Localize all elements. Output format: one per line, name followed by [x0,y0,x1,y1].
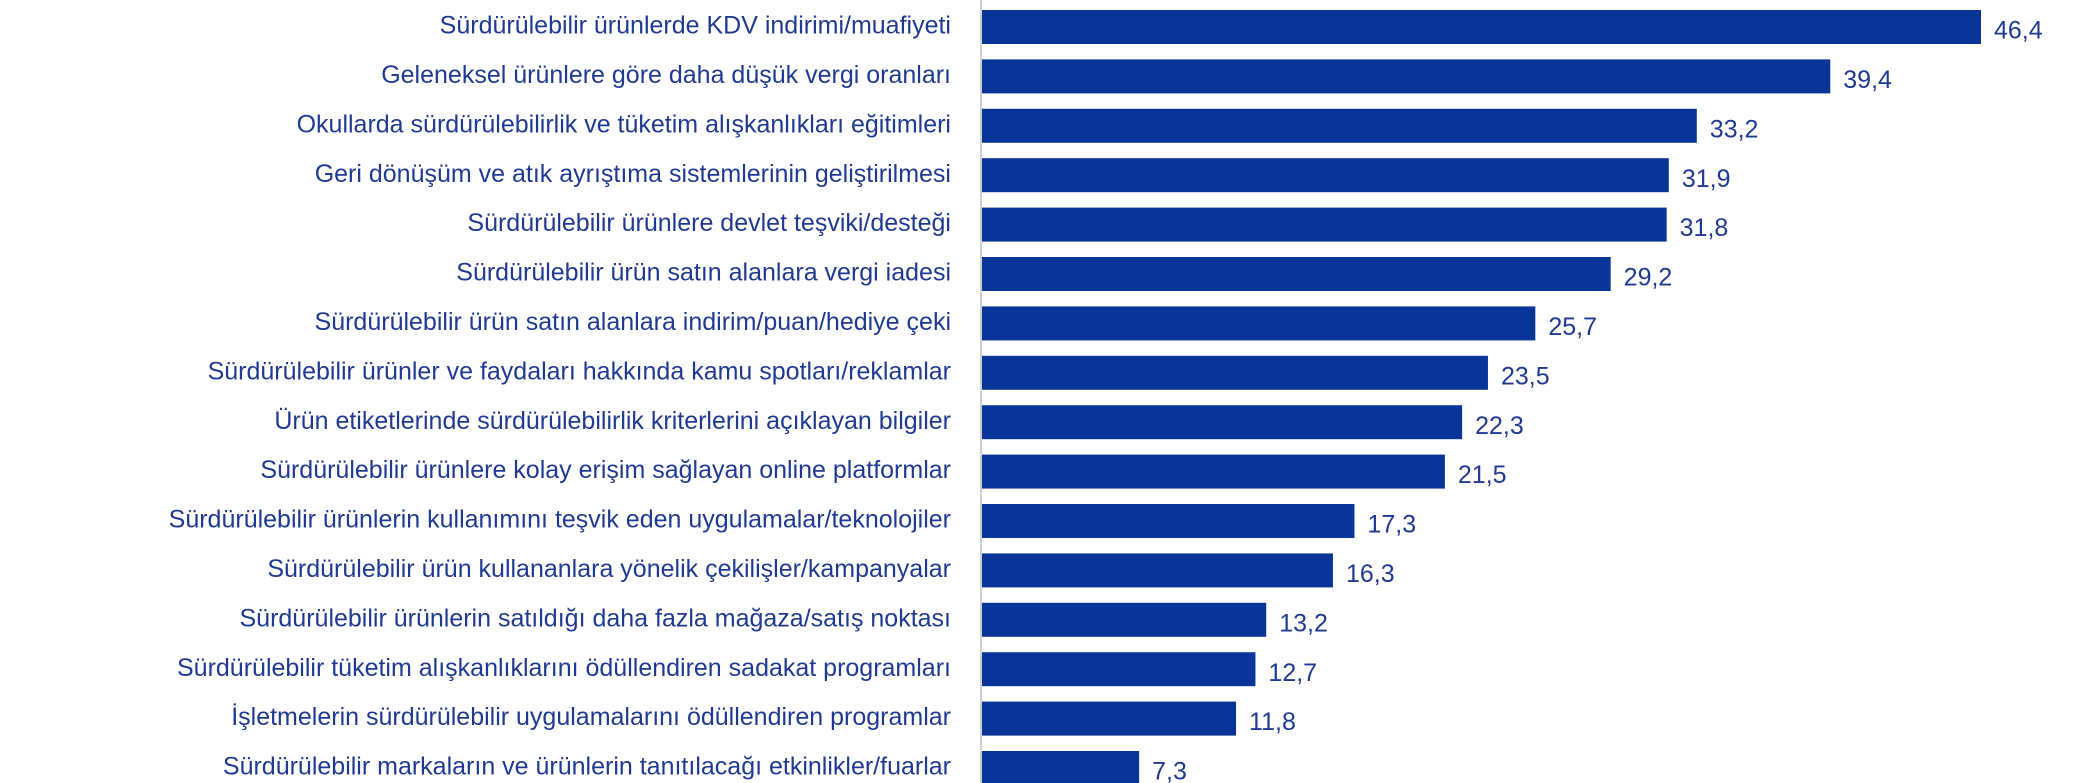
category-label: Ürün etiketlerinde sürdürülebilirlik kri… [274,407,951,435]
value-label: 11,8 [1249,708,1296,736]
value-label: 22,3 [1475,412,1524,440]
bar [982,257,1611,291]
category-label: Sürdürülebilir ürünlerin satıldığı daha … [240,604,952,632]
category-label: Sürdürülebilir ürünlere devlet teşviki/d… [467,209,951,237]
bar [982,158,1669,193]
bar [982,553,1333,588]
value-label: 7,3 [1152,758,1187,783]
category-label: Sürdürülebilir ürün kullananlara yönelik… [267,555,951,583]
value-label: 25,7 [1548,313,1597,341]
category-label: Okullarda sürdürülebilirlik ve tüketim a… [297,110,951,138]
value-label: 12,7 [1268,659,1317,687]
bar [982,10,1981,44]
value-label: 31,9 [1682,165,1731,193]
category-label: Geleneksel ürünlere göre daha düşük verg… [381,61,951,89]
category-label: Sürdürülebilir ürün satın alanlara indir… [315,308,951,336]
category-label: İşletmelerin sürdürülebilir uygulamaları… [231,702,951,731]
category-label: Geri dönüşüm ve atık ayrıştıma sistemler… [315,160,951,188]
bar [982,504,1355,538]
bar [982,454,1445,489]
bar [982,602,1267,637]
value-label: 46,4 [1994,17,2043,45]
category-label: Sürdürülebilir markaların ve ürünlerin t… [223,753,951,781]
value-label: 23,5 [1501,362,1550,390]
value-label: 39,4 [1843,66,1892,94]
bar [982,306,1536,341]
bar [982,355,1488,390]
bar [982,751,1140,783]
value-label: 31,8 [1680,214,1729,242]
value-label: 16,3 [1346,560,1395,588]
value-label: 17,3 [1367,511,1416,539]
value-label: 13,2 [1279,609,1328,637]
bar [982,405,1463,440]
bar [982,59,1831,94]
category-label: Sürdürülebilir ürünlerin kullanımını teş… [169,506,951,534]
category-label: Sürdürülebilir ürünler ve faydaları hakk… [208,357,951,385]
category-label: Sürdürülebilir tüketim alışkanlıklarını … [177,654,951,682]
bar [982,207,1667,242]
category-label: Sürdürülebilir ürün satın alanlara vergi… [456,259,951,287]
value-label: 33,2 [1710,115,1759,143]
value-label: 29,2 [1624,264,1673,292]
value-label: 21,5 [1458,461,1507,489]
bar [982,652,1256,687]
category-label: Sürdürülebilir ürünlerde KDV indirimi/mu… [440,12,951,40]
bar [982,108,1697,143]
bar [982,701,1237,736]
category-label: Sürdürülebilir ürünlere kolay erişim sağ… [260,456,951,484]
